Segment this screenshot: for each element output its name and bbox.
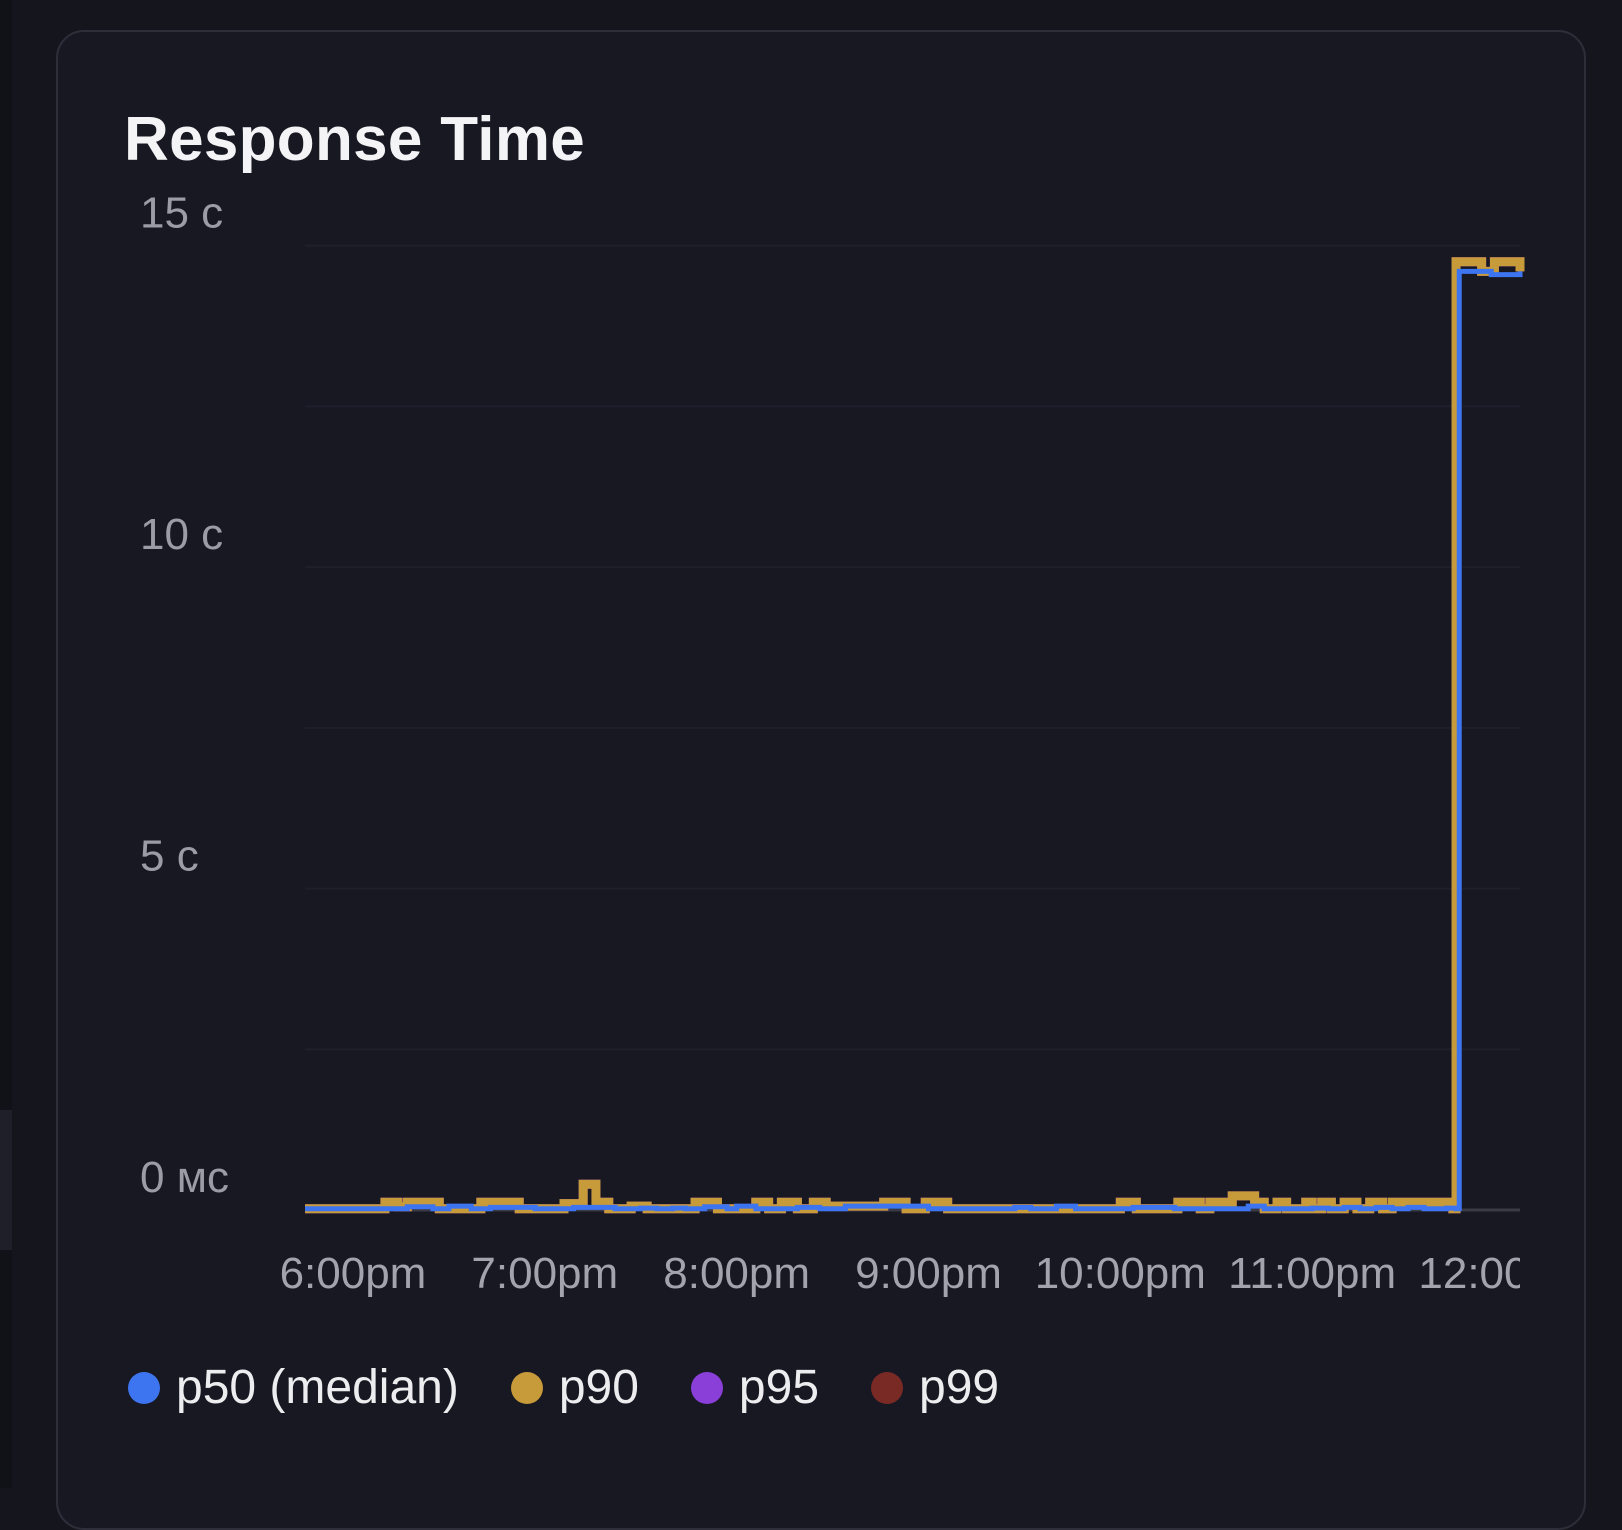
chart-title: Response Time xyxy=(124,105,586,174)
x-tick-labels: 6:00pm 7:00pm 8:00pm 9:00pm 10:00pm 11:00pm 12… xyxy=(280,1249,1589,1298)
series-line-p90 xyxy=(305,257,1525,1214)
legend-label: p50 (median) xyxy=(176,1361,459,1414)
legend-item-p90[interactable]: p90 xyxy=(510,1360,639,1415)
response-time-chart: 0 мс 5 с 10 с 15 с 6:00pm 7:00pm 8:00pm 9:00pm 1… xyxy=(140,189,1589,1298)
y-tick-label: 0 мс xyxy=(140,1153,229,1202)
response-time-card: Response Time xyxy=(56,30,1586,1530)
sidebar-edge-tab xyxy=(0,1110,12,1250)
y-tick-label: 5 с xyxy=(140,832,199,881)
legend-label: p99 xyxy=(919,1361,1000,1414)
legend-label: p95 xyxy=(738,1361,820,1414)
legend-label: p90 xyxy=(558,1361,639,1414)
x-tick-label: 6:00pm xyxy=(280,1249,427,1298)
x-tick-label: 12:00am xyxy=(1418,1249,1589,1298)
y-tick-label: 15 с xyxy=(140,189,223,238)
sidebar-edge xyxy=(0,0,12,1488)
legend-dot xyxy=(510,1371,543,1404)
legend-item-p99[interactable]: p99 xyxy=(871,1360,999,1415)
series-line-p50 xyxy=(305,268,1523,1212)
legend-item-p95[interactable]: p95 xyxy=(690,1360,820,1415)
chart-legend: p50 (median) p90 p95 p99 xyxy=(128,1360,999,1415)
x-tick-label: 8:00pm xyxy=(663,1249,810,1298)
series-line-p95 xyxy=(305,257,1525,1214)
legend-item-p50[interactable]: p50 (median) xyxy=(128,1360,459,1415)
legend-dot xyxy=(871,1371,904,1404)
y-tick-label: 10 с xyxy=(140,510,223,559)
x-tick-label: 7:00pm xyxy=(471,1249,618,1298)
x-tick-label: 9:00pm xyxy=(855,1249,1002,1298)
x-tick-label: 11:00pm xyxy=(1228,1249,1396,1298)
x-tick-label: 10:00pm xyxy=(1035,1249,1206,1298)
series-line-p99 xyxy=(305,257,1525,1214)
legend-dot xyxy=(690,1371,723,1404)
legend-dot xyxy=(128,1371,160,1404)
